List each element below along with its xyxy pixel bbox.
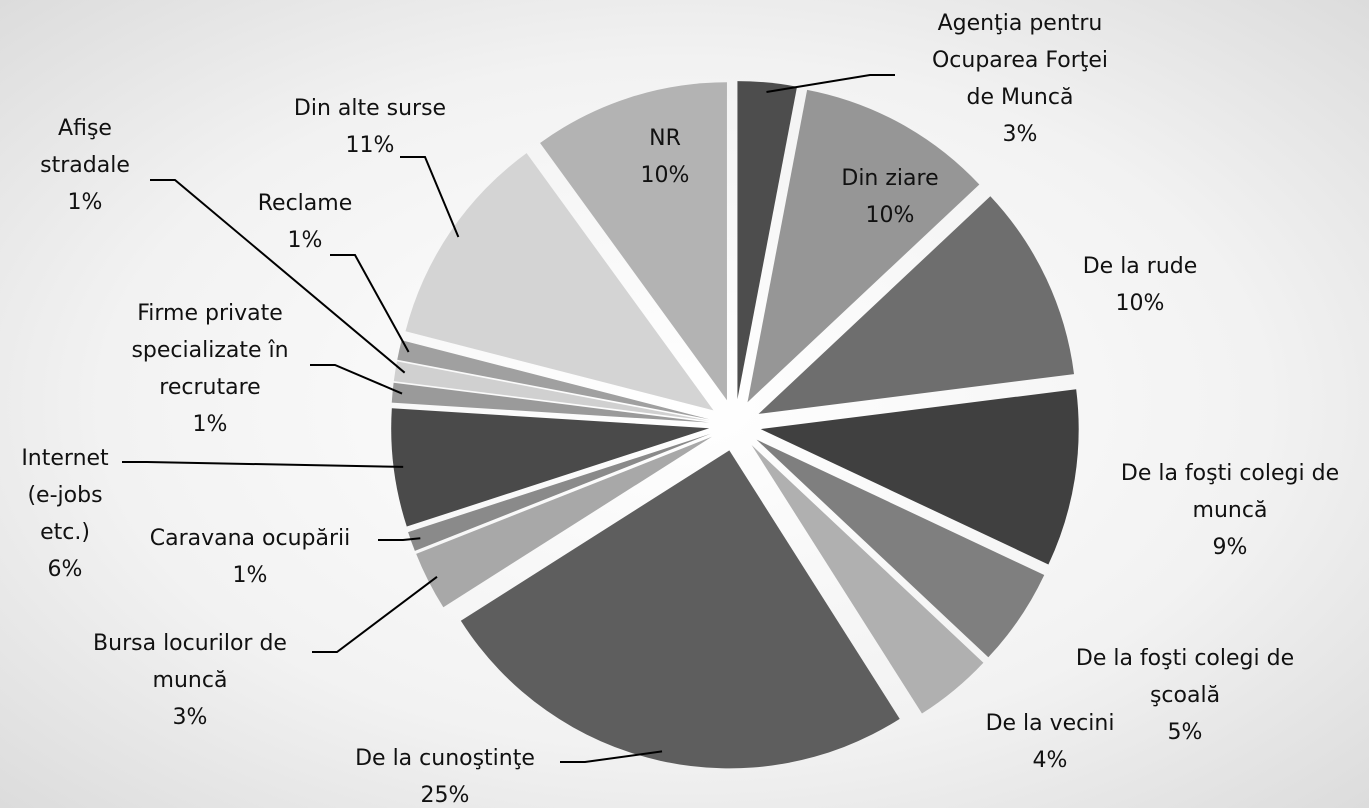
leader-line [400, 156, 460, 238]
pie-slice [397, 340, 710, 420]
leader-line [330, 254, 410, 353]
category-label: Firme private specializate în recrutare [131, 301, 289, 400]
value-label: 1% [67, 190, 103, 215]
slice-label: Din ziare 10% [815, 160, 965, 234]
value-label: 4% [1032, 748, 1068, 773]
slice-label: Bursa locurilor de muncă 3% [60, 625, 320, 736]
pie-slice [416, 436, 712, 608]
leader-line [560, 750, 663, 763]
value-label: 5% [1167, 720, 1203, 745]
category-label: Din alte surse [293, 96, 447, 121]
slice-label: De la rude 10% [1050, 248, 1230, 322]
category-label: NR [649, 126, 681, 151]
category-label: Din ziare [841, 166, 939, 191]
slice-label: De la cunoştinţe 25% [325, 740, 565, 808]
category-label: De la cunoştinţe [355, 746, 535, 771]
pie-slice [756, 439, 1045, 658]
pie-slice [540, 82, 727, 401]
pie-slice [737, 81, 798, 400]
category-label: De la foşti colegi de muncă [1120, 461, 1340, 523]
pie-slice [405, 153, 714, 411]
pie-slice [391, 408, 710, 527]
pie-slice [460, 450, 900, 769]
value-label: 11% [345, 133, 395, 158]
category-label: Caravana ocupării [149, 526, 351, 551]
category-label: Reclame [257, 191, 353, 216]
pie-slice [391, 382, 710, 423]
slice-label: Agenţia pentru Ocuparea Forţei de Muncă 3… [920, 5, 1120, 153]
category-label: De la vecini [985, 711, 1115, 736]
category-label: De la rude [1082, 254, 1198, 279]
pie-slice [393, 361, 710, 421]
category-label: De la foşti colegi de şcoală [1075, 646, 1295, 708]
leader-line [312, 576, 438, 653]
value-label: 1% [232, 563, 268, 588]
slice-label: De la foşti colegi de şcoală 5% [1040, 640, 1330, 751]
leader-line [122, 461, 404, 468]
category-label: Bursa locurilor de muncă [93, 631, 287, 693]
pie-slice [758, 196, 1075, 414]
slice-label: Afişe stradale 1% [20, 110, 150, 221]
pie-slice [760, 389, 1079, 565]
value-label: 1% [287, 228, 323, 253]
category-label: Afişe stradale [40, 116, 130, 178]
value-label: 3% [172, 705, 208, 730]
value-label: 10% [865, 203, 915, 228]
slice-label: NR 10% [605, 120, 725, 194]
slice-label: Caravana ocupării 1% [120, 520, 380, 594]
category-label: Agenţia pentru Ocuparea Forţei de Muncă [931, 11, 1109, 110]
leader-line [766, 74, 895, 94]
slice-label: Din alte surse 11% [260, 90, 480, 164]
value-label: 6% [47, 557, 83, 582]
leader-line [310, 364, 403, 395]
slice-label: Reclame 1% [230, 185, 380, 259]
value-label: 3% [1002, 122, 1038, 147]
slice-label: Internet (e-jobs etc.) 6% [5, 440, 125, 588]
value-label: 9% [1212, 535, 1248, 560]
value-label: 25% [420, 783, 470, 808]
leader-line [378, 537, 421, 541]
slice-label: De la foşti colegi de muncă 9% [1085, 455, 1369, 566]
value-label: 10% [1115, 291, 1165, 316]
slice-label: Firme private specializate în recrutare 1… [95, 295, 325, 443]
value-label: 1% [192, 412, 228, 437]
category-label: Internet (e-jobs etc.) [21, 446, 109, 545]
pie-slice [747, 89, 980, 403]
leader-line [150, 179, 406, 374]
pie-slice [408, 433, 711, 551]
value-label: 10% [640, 163, 690, 188]
slice-label: De la vecini 4% [970, 705, 1130, 779]
pie-slice [751, 445, 984, 714]
